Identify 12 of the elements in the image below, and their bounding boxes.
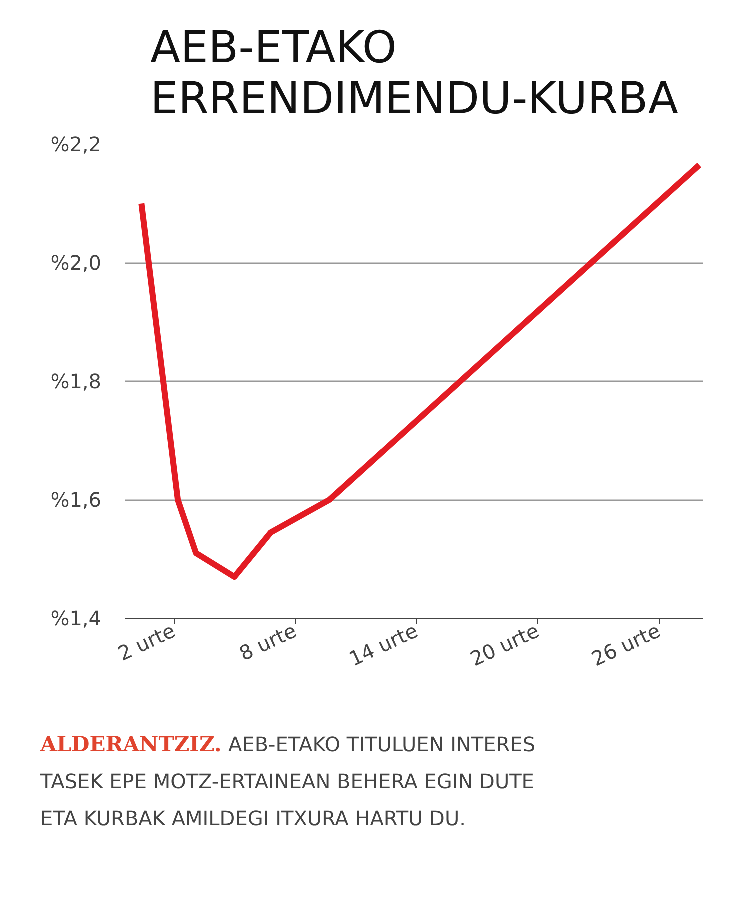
x-tick-label: 8 urte: [236, 618, 300, 666]
x-tick-label: 2 urte: [114, 618, 180, 666]
x-tick-label: 20 urte: [466, 618, 543, 672]
y-tick-label: %1,4: [50, 606, 102, 630]
x-tick-label: 14 urte: [345, 618, 422, 672]
chart-title: AEB-ETAKO ERRENDIMENDU-KURBA: [150, 22, 678, 124]
x-tick-label: 26 urte: [588, 618, 664, 672]
y-tick-label: %2,0: [50, 251, 102, 275]
y-tick-label: %1,6: [50, 488, 102, 512]
y-tick-label: %1,8: [50, 370, 102, 394]
y-tick-label: %2,2: [50, 132, 102, 156]
text: ALDERANTZIZ. AEB-ETAKO TITULUEN INTERES TASEK EPE MOTZ-ERTAINEAN BEHERA EGIN DUTE ETA KURBAK AMILDEGI ITXURA HARTU DU.: [40, 732, 536, 830]
